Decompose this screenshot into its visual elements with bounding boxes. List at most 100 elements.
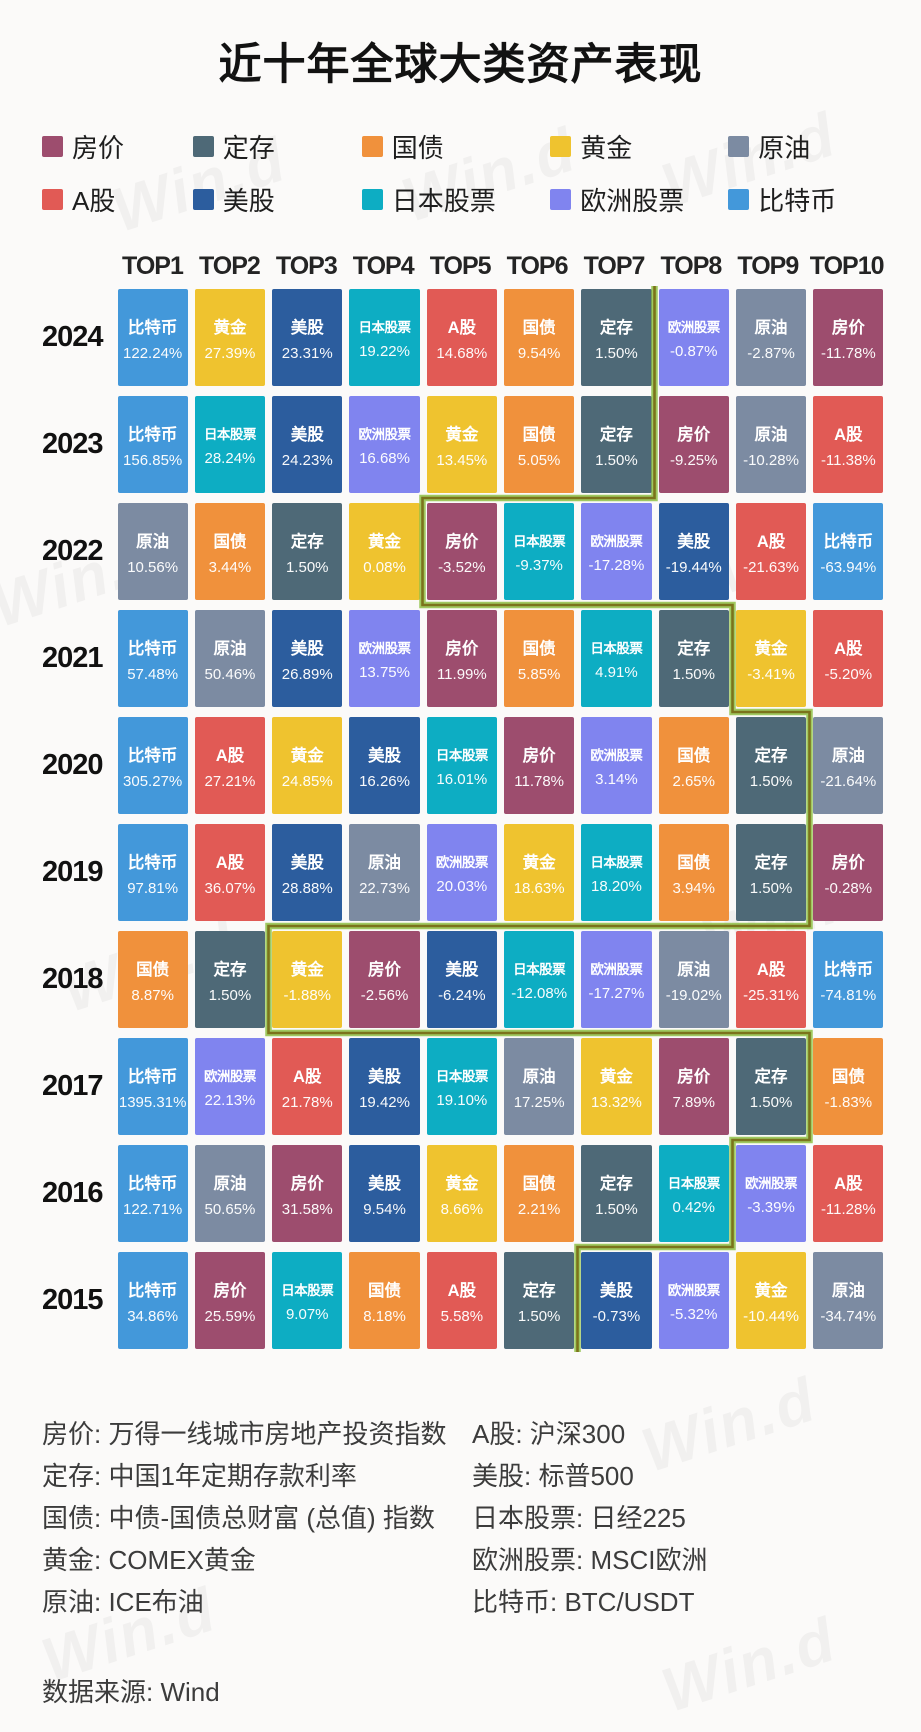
asset-return: 1.50% <box>749 1093 793 1111</box>
asset-cell: A股 36.07% <box>194 824 266 921</box>
asset-cell: 比特币 122.71% <box>117 1145 188 1242</box>
asset-name: 美股 <box>599 1281 633 1300</box>
asset-name: 日本股票 <box>667 1175 721 1191</box>
asset-return: 305.27% <box>123 772 183 790</box>
year-row-2019: 2019 比特币 97.81% A股 36.07% 美股 28.88% 原油 22.73% 欧洲股… <box>34 824 887 921</box>
asset-cell: 定存 1.50% <box>735 1038 807 1135</box>
asset-name: 日本股票 <box>435 1068 489 1084</box>
column-header-top1: TOP1 <box>122 252 184 280</box>
asset-cell: 国债 2.21% <box>503 1145 575 1242</box>
asset-cell: 美股 -0.73% <box>581 1252 652 1349</box>
asset-return: -0.28% <box>824 879 873 897</box>
asset-cell: 比特币 122.24% <box>117 289 188 386</box>
footnote-line: 原油: ICE布油 <box>42 1587 204 1618</box>
column-header-top7: TOP7 <box>583 252 646 280</box>
asset-name: 美股 <box>368 1067 402 1086</box>
asset-name: 定存 <box>522 1281 556 1300</box>
asset-cell: 定存 1.50% <box>581 396 652 493</box>
asset-return: -3.52% <box>438 558 486 576</box>
asset-name: A股 <box>834 425 863 444</box>
asset-name: 定存 <box>599 318 633 337</box>
asset-name: 黄金 <box>522 853 556 872</box>
asset-name: 定存 <box>599 1174 633 1193</box>
asset-return: 1.50% <box>749 772 793 790</box>
asset-cell: 国债 5.85% <box>503 610 575 707</box>
asset-cell: A股 -11.38% <box>813 396 884 493</box>
asset-cell: 黄金 0.08% <box>349 503 420 600</box>
asset-return: 22.13% <box>204 1091 256 1109</box>
asset-cell: A股 -5.20% <box>813 610 884 707</box>
asset-return: 1.50% <box>595 451 638 469</box>
asset-name: A股 <box>834 639 863 658</box>
asset-name: 定存 <box>213 960 247 979</box>
asset-return: 9.54% <box>517 344 561 362</box>
asset-cell: 房价 11.78% <box>503 717 575 814</box>
year-row-2017: 2017 比特币 1395.31% 欧洲股票 22.13% A股 21.78% 美股 19.42… <box>34 1038 887 1135</box>
asset-return: -12.08% <box>511 984 568 1002</box>
asset-name: 美股 <box>290 318 324 337</box>
asset-cell: 国债 9.54% <box>503 289 575 386</box>
asset-return: 1.50% <box>749 879 793 897</box>
asset-return: 9.07% <box>285 1305 329 1323</box>
legend-label: 原油 <box>758 133 811 163</box>
asset-return: -5.20% <box>824 665 873 683</box>
asset-cell: 日本股票 19.10% <box>426 1038 497 1135</box>
asset-name: 黄金 <box>445 1174 479 1193</box>
asset-name: 国债 <box>522 639 556 658</box>
legend-swatch <box>550 189 572 210</box>
asset-cell: 原油 -2.87% <box>735 289 807 386</box>
asset-return: 13.45% <box>436 451 488 469</box>
asset-return: 28.88% <box>281 879 333 897</box>
asset-name: 欧洲股票 <box>435 854 489 870</box>
asset-name: 原油 <box>213 639 247 658</box>
footnote-line: 美股: 标普500 <box>472 1461 634 1492</box>
year-label: 2019 <box>42 856 104 888</box>
asset-return: -25.31% <box>743 986 799 1004</box>
asset-return: 5.58% <box>440 1307 484 1325</box>
asset-cell: 原油 -34.74% <box>813 1252 884 1349</box>
asset-cell: 定存 1.50% <box>581 1145 652 1242</box>
asset-return: -6.24% <box>438 986 486 1004</box>
asset-name: 国债 <box>213 532 247 551</box>
asset-cell: 美股 23.31% <box>272 289 343 386</box>
year-label: 2016 <box>42 1177 104 1209</box>
footnote-line: 黄金: COMEX黄金 <box>42 1545 256 1576</box>
asset-return: -0.73% <box>592 1307 641 1325</box>
year-row-2022: 2022 原油 10.56% 国债 3.44% 定存 1.50% 黄金 0.08% 房价 -3.52… <box>34 503 887 600</box>
asset-name: A股 <box>834 1174 863 1193</box>
asset-name: 美股 <box>445 960 479 979</box>
asset-cell: 国债 5.05% <box>503 396 575 493</box>
asset-cell: 定存 1.50% <box>658 610 729 707</box>
asset-return: 50.65% <box>204 1200 256 1218</box>
asset-name: 原油 <box>831 1281 865 1300</box>
asset-name: 欧洲股票 <box>745 1175 798 1191</box>
asset-return: 156.85% <box>123 451 183 469</box>
asset-return: -2.56% <box>360 986 409 1004</box>
year-row-2015: 2015 比特币 34.86% 房价 25.59% 日本股票 9.07% 国债 8.18% A股 5… <box>34 1252 887 1349</box>
asset-return: -19.02% <box>665 986 722 1004</box>
asset-name: 比特币 <box>127 853 178 872</box>
asset-cell: 黄金 -3.41% <box>735 610 807 707</box>
asset-return: 27.39% <box>204 344 256 362</box>
asset-cell: 欧洲股票 3.14% <box>581 717 652 814</box>
asset-return: 11.78% <box>514 772 565 790</box>
asset-cell: 定存 1.50% <box>581 289 652 386</box>
asset-cell: 欧洲股票 -17.28% <box>581 503 652 600</box>
year-label: 2018 <box>42 963 104 995</box>
asset-cell: 国债 3.94% <box>658 824 729 921</box>
asset-return: 7.89% <box>672 1093 715 1111</box>
asset-cell: 欧洲股票 -3.39% <box>735 1145 807 1242</box>
asset-cell: 房价 -11.78% <box>813 289 884 386</box>
asset-return: 16.01% <box>436 770 488 788</box>
asset-name: 定存 <box>754 1067 788 1086</box>
asset-name: 欧洲股票 <box>203 1068 257 1084</box>
legend-swatch <box>192 136 214 157</box>
asset-name: 国债 <box>677 746 711 765</box>
asset-cell: 日本股票 18.20% <box>581 824 652 921</box>
asset-return: 0.42% <box>672 1198 715 1216</box>
asset-return: 8.18% <box>363 1307 406 1325</box>
asset-cell: 欧洲股票 -5.32% <box>658 1252 729 1349</box>
year-row-2021: 2021 比特币 57.48% 原油 50.46% 美股 26.89% 欧洲股票 13.75% 房… <box>34 610 887 707</box>
asset-cell: 比特币 97.81% <box>117 824 188 921</box>
asset-return: 10.56% <box>127 558 179 576</box>
